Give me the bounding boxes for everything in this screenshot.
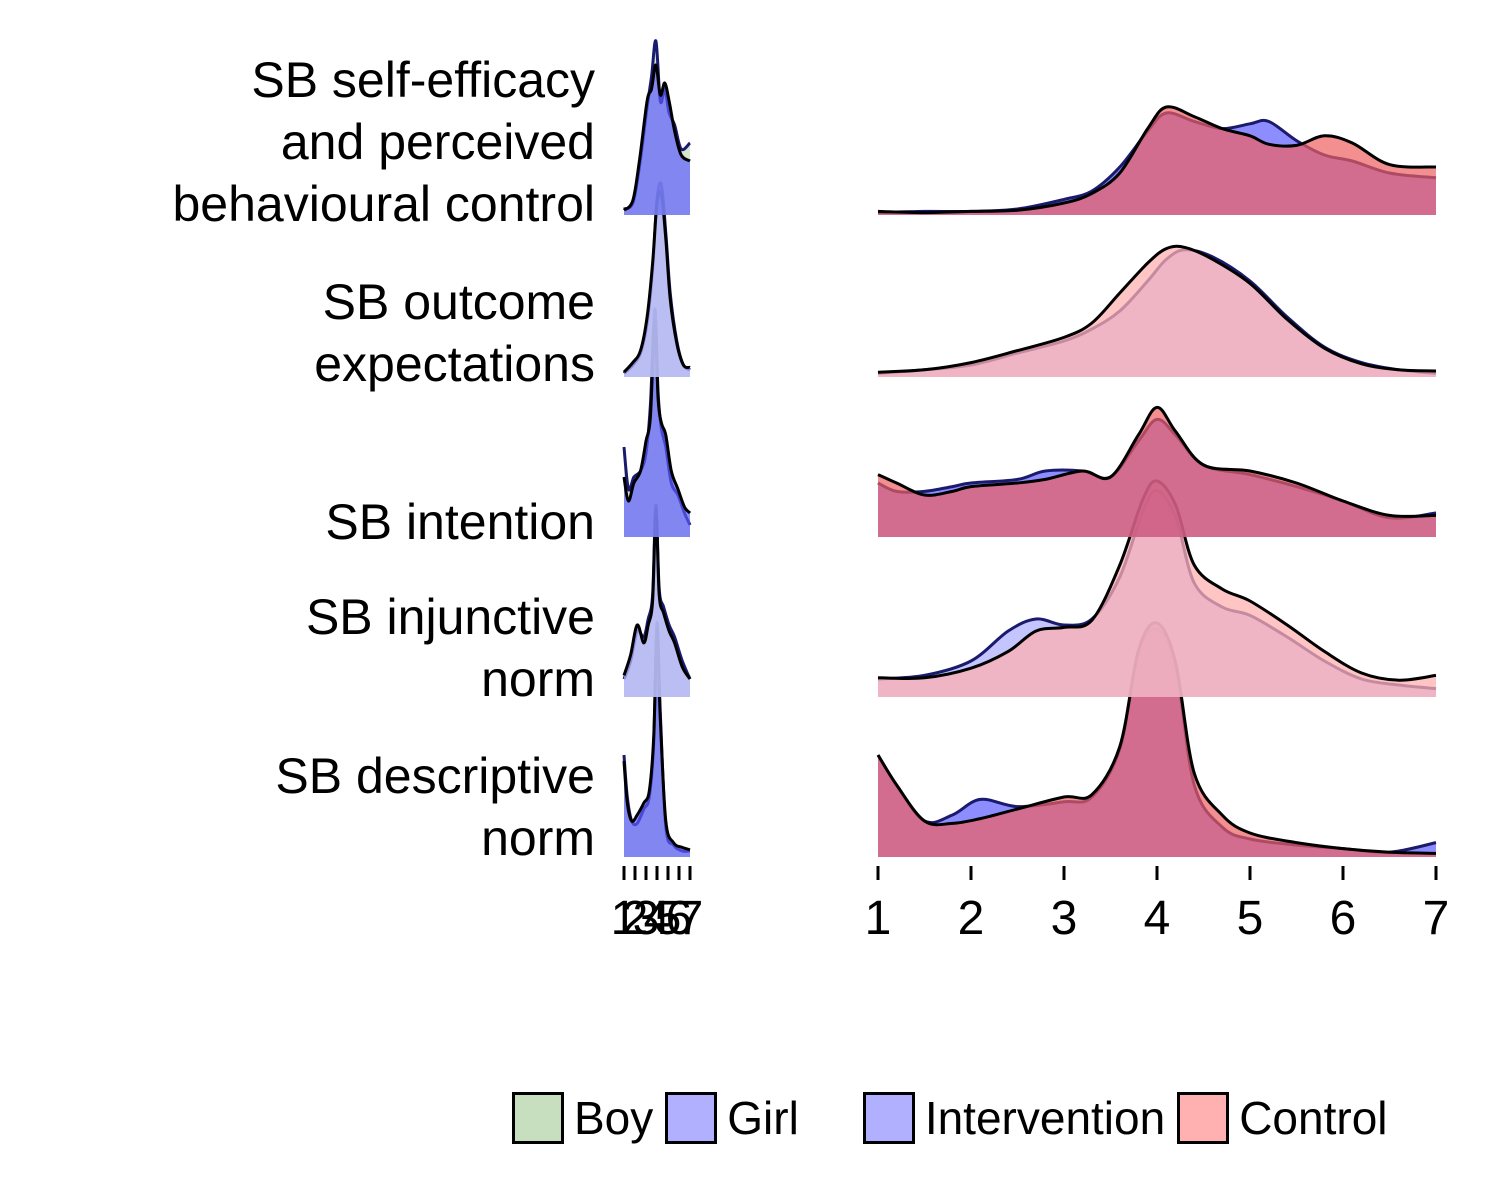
density-line-group-row2-control: [877, 405, 1437, 518]
density-area-group-row1-control: [878, 246, 1436, 377]
legend-swatch-control: [1177, 1092, 1230, 1144]
density-area-group-row3-control: [878, 480, 1436, 697]
density-area-group-row0-control: [878, 106, 1436, 215]
x-tick-label-gender-7: 7: [677, 892, 704, 945]
x-tick-label-group-1: 1: [865, 892, 892, 945]
x-tick-label-gender-6: 6: [666, 892, 693, 945]
row-label-outcome-expectations: SB outcome expectations: [314, 274, 595, 392]
density-area-gender-row2-girl: [624, 320, 690, 537]
x-tick-label-gender-5: 5: [655, 892, 682, 945]
legend-item-control: Control: [1177, 1091, 1399, 1145]
legend-label-intervention: Intervention: [924, 1092, 1166, 1144]
density-area-gender-row3-girl: [624, 510, 690, 697]
x-tick-label-group-7: 7: [1423, 892, 1450, 945]
density-area-gender-row0-girl: [624, 64, 690, 215]
x-tick-label-group-6: 6: [1330, 892, 1357, 945]
density-line-group-row0-control: [877, 105, 1437, 215]
legend-label-girl: Girl: [727, 1092, 799, 1144]
x-tick-label-gender-1: 1: [611, 892, 638, 945]
x-tick-label-group-5: 5: [1237, 892, 1264, 945]
row-label-descriptive-norm: SB descriptive norm: [275, 748, 595, 866]
x-tick-label-group-4: 4: [1144, 892, 1171, 945]
legend-label-boy: Boy: [574, 1092, 654, 1144]
row-label-self-efficacy: SB self-efficacy and perceived behaviour…: [172, 52, 596, 232]
legend-swatch-boy: [512, 1092, 564, 1144]
row-label-intention: SB intention: [325, 494, 595, 550]
x-tick-label-gender-3: 3: [633, 892, 660, 945]
density-line-group-row1-control: [877, 244, 1437, 374]
density-line-gender-row0-girl: [622, 63, 691, 212]
x-tick-label-gender-2: 2: [622, 892, 649, 945]
legend-item-girl: Girl: [665, 1091, 811, 1145]
legend-swatch-intervention: [862, 1092, 915, 1144]
x-tick-label-group-2: 2: [958, 892, 985, 945]
legend-swatch-girl: [665, 1092, 718, 1144]
density-area-group-row4-control: [878, 622, 1436, 857]
density-area-group-row2-control: [878, 407, 1436, 537]
legend-item-boy: Boy: [512, 1091, 665, 1145]
density-line-gender-row4-girl: [622, 627, 691, 852]
legend-item-intervention: Intervention: [862, 1091, 1177, 1145]
density-area-gender-row4-girl: [624, 628, 690, 857]
x-tick-label-gender-4: 4: [644, 892, 671, 945]
legend: Boy Girl Intervention Control: [512, 1090, 1400, 1146]
row-label-injunctive-norm: SB injunctive norm: [305, 589, 595, 707]
legend-label-control: Control: [1239, 1092, 1388, 1144]
x-tick-label-group-3: 3: [1051, 892, 1078, 945]
